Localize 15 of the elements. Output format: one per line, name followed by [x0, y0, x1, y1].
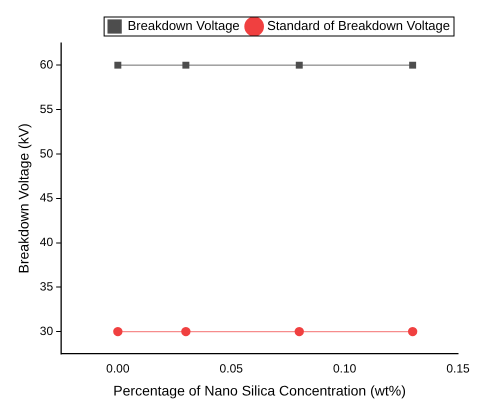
y-tick-label: 50	[40, 146, 54, 160]
x-tick-label: 0.10	[332, 361, 357, 376]
x-tick-label: 0.00	[106, 361, 130, 376]
x-tick-label: 0.15	[446, 361, 470, 376]
y-tick-label: 55	[40, 102, 54, 116]
y-tick-label: 30	[40, 324, 54, 338]
y-tick-label: 40	[40, 235, 54, 250]
y-tick-label: 45	[40, 190, 54, 205]
x-tick-label: 0.05	[220, 361, 244, 376]
legend-label: Standard of Breakdown Voltage	[267, 18, 450, 34]
y-tick-label: 35	[40, 280, 54, 294]
legend-label: Breakdown Voltage	[128, 18, 240, 34]
y-tick-label: 60	[40, 58, 54, 72]
x-axis-title: Percentage of Nano Silica Concentration (wt%)	[113, 382, 406, 398]
y-axis-title: Breakdown Voltage (kV)	[15, 123, 32, 274]
